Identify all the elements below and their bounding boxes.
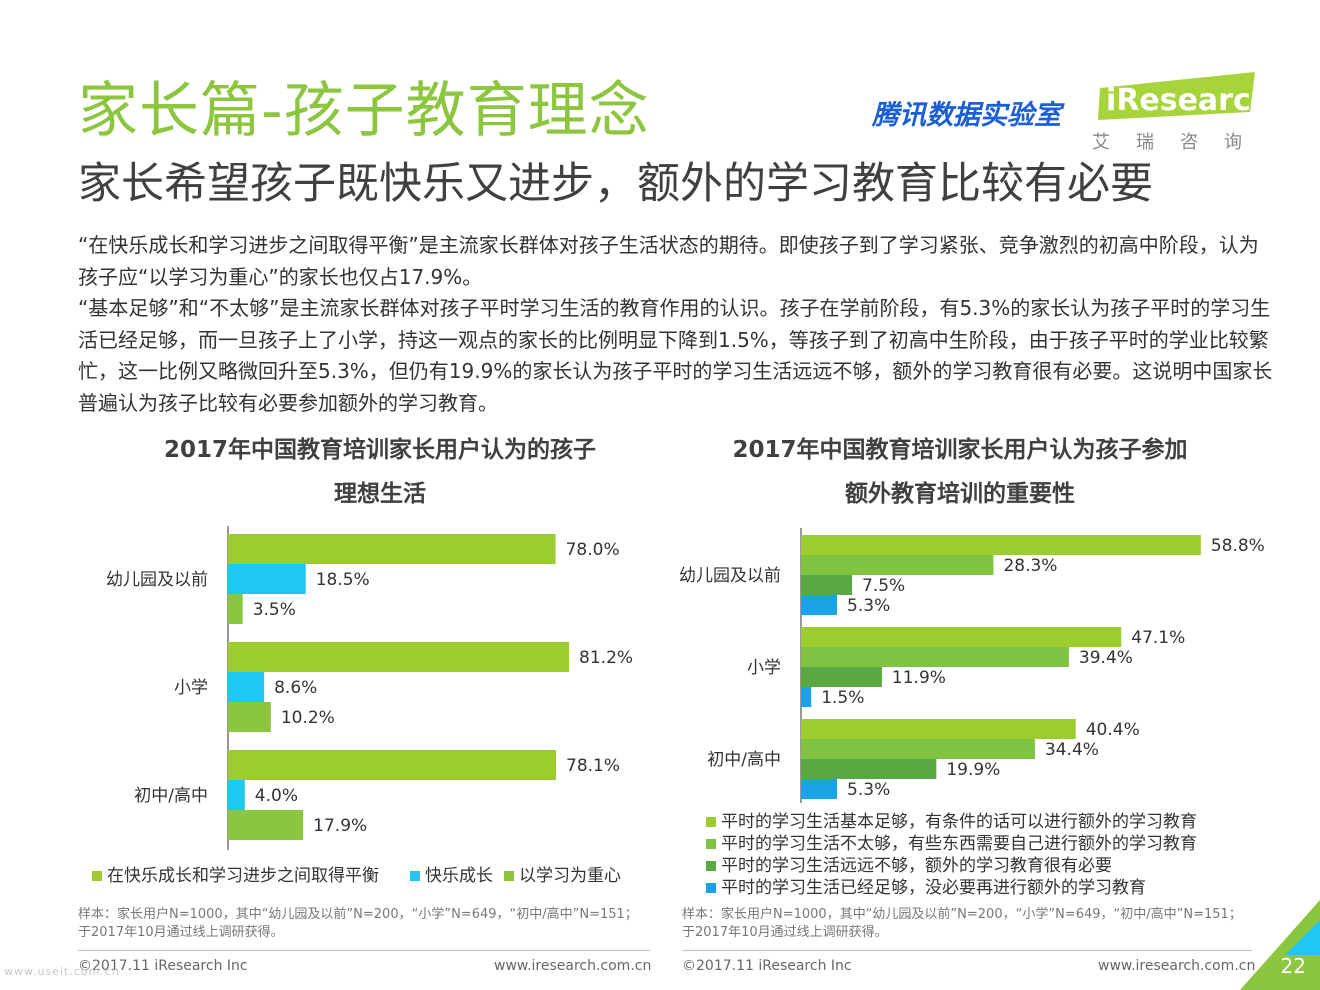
chart1-bar — [228, 672, 265, 702]
chart1-category-label: 幼儿园及以前 — [106, 570, 208, 590]
corner-decoration — [1240, 900, 1320, 990]
chart2-bar — [801, 719, 1076, 739]
chart1-category-label: 初中/高中 — [134, 786, 208, 806]
chart2-bar — [801, 627, 1122, 647]
chart2-title-line1: 2017年中国教育培训家长用户认为孩子参加 — [732, 437, 1188, 463]
chart1-data-label: 81.2% — [579, 648, 633, 668]
chart2-data-label: 1.5% — [821, 688, 864, 708]
chart1-title: 2017年中国教育培训家长用户认为的孩子 理想生活 — [90, 428, 670, 516]
chart1-data-label: 10.2% — [281, 708, 335, 728]
chart2-bar — [801, 687, 812, 707]
chart1-data-label: 78.1% — [566, 756, 620, 776]
footer-copyright-right: ©2017.11 iResearch Inc — [682, 958, 852, 974]
chart1-data-label: 3.5% — [253, 600, 296, 620]
chart1-bar — [228, 534, 556, 564]
page-number: 22 — [1280, 954, 1306, 978]
watermark: www.useit.com.cn — [4, 965, 120, 978]
chart2-bar — [801, 779, 838, 799]
iresearch-logo: iResearch — [1098, 72, 1260, 120]
chart2-data-label: 19.9% — [946, 760, 1000, 780]
chart1-data-label: 18.5% — [316, 570, 370, 590]
chart2-data-label: 40.4% — [1086, 720, 1140, 740]
chart2-data-label: 5.3% — [847, 596, 890, 616]
chart1-legend-label: 以学习为重心 — [519, 866, 621, 886]
chart2-title: 2017年中国教育培训家长用户认为孩子参加 额外教育培训的重要性 — [680, 428, 1240, 516]
page-subtitle: 家长希望孩子既快乐又进步，额外的学习教育比较有必要 — [78, 159, 1153, 209]
footer-website-right[interactable]: www.iresearch.com.cn — [1098, 958, 1256, 974]
footer-website-left[interactable]: www.iresearch.com.cn — [494, 958, 652, 974]
chart2-bar — [801, 759, 937, 779]
chart2-data-label: 39.4% — [1079, 648, 1133, 668]
chart2-data-label: 5.3% — [847, 780, 890, 800]
chart1-title-line1: 2017年中国教育培训家长用户认为的孩子 — [163, 437, 596, 463]
chart2-svg: 幼儿园及以前58.8%28.3%7.5%5.3%小学47.1%39.4%11.9… — [679, 528, 1265, 898]
chart2-legend-swatch — [706, 861, 716, 871]
chart2-bar — [801, 555, 994, 575]
chart2-legend-label: 平时的学习生活已经足够，没必要再进行额外的学习教育 — [721, 878, 1146, 898]
chart2-legend-label: 平时的学习生活基本足够，有条件的话可以进行额外的学习教育 — [721, 812, 1197, 832]
chart1-divider — [78, 950, 650, 951]
chart2-bar — [801, 575, 852, 595]
chart2-category-label: 小学 — [747, 658, 781, 678]
chart2-data-label: 47.1% — [1131, 628, 1185, 648]
chart2-data-label: 58.8% — [1211, 536, 1265, 556]
chart1-legend-label: 在快乐成长和学习进步之间取得平衡 — [107, 866, 379, 886]
chart1-bar — [228, 750, 557, 780]
chart1-svg: 幼儿园及以前 78.0% 18.5% 3.5% 小学 81.2% 8.6% 10.2% 初中/高… — [92, 526, 633, 886]
chart2-legend-label: 平时的学习生活不太够，有些东西需要自己进行额外的学习教育 — [721, 834, 1197, 854]
chart2-legend-swatch — [706, 883, 716, 893]
chart1-title-line2: 理想生活 — [334, 481, 426, 507]
chart2-bar — [801, 667, 882, 687]
tencent-brand: 腾讯数据实验室 — [872, 100, 1061, 131]
chart1-source: 样本：家长用户N=1000，其中“幼儿园及以前”N=200，“小学”N=649，… — [78, 907, 638, 940]
page-title: 家长篇-孩子教育理念 — [78, 76, 650, 146]
chart1-legend-label: 快乐成长 — [425, 866, 493, 886]
chart2-category-label: 幼儿园及以前 — [679, 566, 781, 586]
chart2-title-line2: 额外教育培训的重要性 — [845, 481, 1075, 507]
chart2-bar — [801, 739, 1035, 759]
paragraph-2: “基本足够”和“不太够”是主流家长群体对孩子平时学习生活的教育作用的认识。孩子在… — [78, 296, 1273, 415]
chart2-legend-label: 平时的学习生活远远不够，额外的学习教育很有必要 — [721, 856, 1112, 876]
chart1-data-label: 8.6% — [274, 678, 317, 698]
footer-copyright-left: ©2017.11 iResearch Inc — [78, 958, 248, 974]
chart1-legend-swatch — [92, 871, 102, 881]
chart1-legend-swatch — [504, 871, 514, 881]
chart1-data-label: 17.9% — [313, 816, 367, 836]
chart1-bar — [228, 642, 570, 672]
chart1-bar — [228, 702, 271, 732]
chart1-bar — [228, 780, 245, 810]
iresearch-logo-text: iResearch — [1106, 83, 1260, 118]
chart1-category-label: 小学 — [174, 678, 208, 698]
chart1-bar — [228, 594, 243, 624]
chart2-source: 样本：家长用户N=1000，其中“幼儿园及以前”N=200，“小学”N=649，… — [682, 907, 1242, 940]
chart2-category-label: 初中/高中 — [707, 750, 781, 770]
chart2-bar — [801, 535, 1201, 555]
iresearch-cn: 艾瑞咨询 — [1092, 132, 1268, 153]
chart1-bar — [228, 810, 304, 840]
chart2-legend-swatch — [706, 817, 716, 827]
chart2-divider — [682, 950, 1252, 951]
chart2-data-label: 11.9% — [892, 668, 946, 688]
chart2-data-label: 34.4% — [1045, 740, 1099, 760]
chart1-data-label: 4.0% — [255, 786, 298, 806]
chart1-bar — [228, 564, 306, 594]
chart2-data-label: 7.5% — [862, 576, 905, 596]
chart2-legend-swatch — [706, 839, 716, 849]
paragraph-1: “在快乐成长和学习进步之间取得平衡”是主流家长群体对孩子生活状态的期待。即使孩子… — [78, 233, 1259, 289]
chart1-legend-swatch — [410, 871, 420, 881]
chart2-bar — [801, 647, 1069, 667]
chart2-data-label: 28.3% — [1003, 556, 1057, 576]
chart1-data-label: 78.0% — [566, 540, 620, 560]
chart2-bar — [801, 595, 838, 615]
